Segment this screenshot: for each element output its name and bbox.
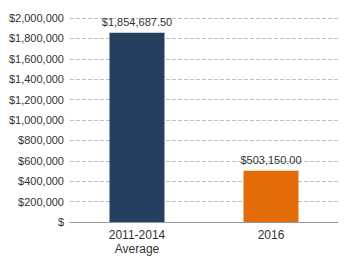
svg-text:$2,000,000: $2,000,000 bbox=[9, 12, 64, 24]
svg-text:$400,000: $400,000 bbox=[18, 175, 64, 187]
svg-text:$1,800,000: $1,800,000 bbox=[9, 32, 64, 44]
svg-text:$1,000,000: $1,000,000 bbox=[9, 114, 64, 126]
svg-text:2011-2014: 2011-2014 bbox=[109, 228, 166, 242]
svg-text:$200,000: $200,000 bbox=[18, 196, 64, 208]
svg-text:$1,400,000: $1,400,000 bbox=[9, 73, 64, 85]
svg-text:Average: Average bbox=[115, 242, 160, 256]
svg-text:$503,150.00: $503,150.00 bbox=[240, 154, 301, 166]
svg-text:$: $ bbox=[58, 216, 64, 228]
svg-text:$1,854,687.50: $1,854,687.50 bbox=[102, 16, 172, 28]
svg-text:$800,000: $800,000 bbox=[18, 134, 64, 146]
svg-text:$1,200,000: $1,200,000 bbox=[9, 94, 64, 106]
svg-text:$1,600,000: $1,600,000 bbox=[9, 53, 64, 65]
svg-text:$600,000: $600,000 bbox=[18, 155, 64, 167]
svg-text:2016: 2016 bbox=[258, 228, 285, 242]
